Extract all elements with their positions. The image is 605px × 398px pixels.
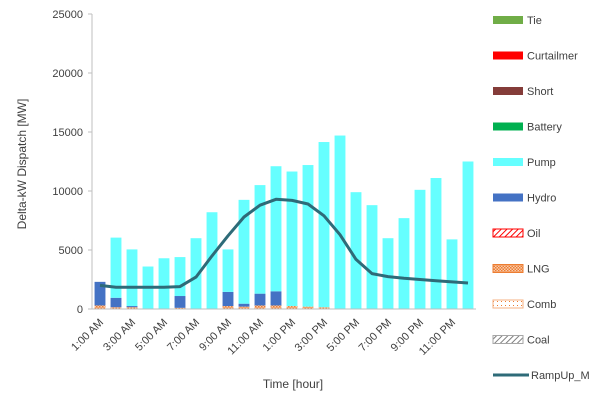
x-tick-label: 1:00 PM: [261, 317, 298, 354]
y-tick-label: 5000: [59, 245, 83, 257]
bar-pump: [302, 165, 314, 307]
bar-pump: [350, 192, 362, 309]
bar-pump: [110, 237, 122, 298]
legend-item: Pump: [493, 157, 556, 169]
bar-pump: [318, 142, 330, 308]
legend-item: RampUp_M: [493, 370, 590, 382]
bar-lng: [302, 306, 314, 309]
legend-swatch: [492, 264, 524, 273]
bar-pump: [286, 171, 298, 307]
bar-pump: [462, 161, 474, 309]
bar-pump: [270, 166, 282, 292]
legend-item: Short: [493, 86, 553, 98]
y-tick-label: 10000: [52, 186, 83, 198]
bar-lng: [94, 305, 106, 309]
bar-pump: [206, 212, 218, 309]
bar-pump: [334, 135, 346, 309]
bar-lng: [126, 307, 138, 309]
bar-pump: [174, 257, 186, 297]
bar-series: [94, 135, 474, 309]
bar-pump: [398, 218, 410, 309]
bar-hydro: [126, 306, 138, 308]
y-axis: [88, 13, 93, 310]
bar-pump: [238, 199, 250, 304]
bar-lng: [286, 306, 298, 309]
x-tick-label: 7:00 PM: [357, 317, 394, 354]
bar-hydro: [270, 291, 282, 306]
bar-pump: [366, 205, 378, 309]
bar-hydro: [222, 291, 234, 307]
legend-swatch: [493, 158, 523, 166]
bar-hydro: [94, 281, 106, 306]
bar-pump: [430, 178, 442, 309]
bar-lng: [222, 306, 234, 309]
y-tick-label: 25000: [52, 9, 83, 21]
bar-lng: [318, 307, 330, 309]
y-axis-title: Delta-kW Dispatch [MW]: [15, 99, 29, 230]
legend-item: Comb: [492, 299, 556, 311]
x-tick-label: 5:00 AM: [133, 317, 170, 354]
bar-pump: [414, 189, 426, 309]
bar-pump: [382, 238, 394, 309]
x-tick-label: 1:00 AM: [69, 317, 106, 354]
y-tick-label: 20000: [52, 68, 83, 80]
legend-label: Battery: [527, 122, 562, 134]
legend-label: LNG: [527, 264, 550, 276]
bar-pump: [446, 239, 458, 309]
x-axis-title: Time [hour]: [263, 377, 323, 391]
line-series: [99, 197, 469, 289]
legend-item: Oil: [492, 228, 540, 240]
legend-label: Oil: [527, 228, 540, 240]
bar-pump: [254, 185, 266, 294]
legend-label: Comb: [527, 299, 556, 311]
legend-swatch: [493, 122, 523, 131]
bar-hydro: [110, 297, 122, 308]
x-tick-label: 5:00 PM: [325, 317, 362, 354]
legend-item: Tie: [493, 15, 542, 27]
legend-swatch: [493, 193, 523, 202]
y-tick-label: 15000: [52, 127, 83, 139]
x-tick-label: 7:00 AM: [165, 317, 202, 354]
x-tick-labels: 1:00 AM3:00 AM5:00 AM7:00 AM9:00 AM11:00…: [69, 317, 458, 358]
bar-lng: [270, 305, 282, 309]
legend-item: LNG: [492, 264, 550, 276]
line-rampup-m: [99, 197, 469, 289]
legend-label: Tie: [527, 15, 542, 27]
bar-hydro: [238, 303, 250, 307]
legend-swatch: [492, 335, 524, 344]
legend-label: Short: [527, 86, 553, 98]
bar-hydro: [254, 293, 266, 306]
legend-item: Hydro: [493, 193, 556, 205]
bar-pump: [158, 258, 170, 309]
bar-pump: [222, 249, 234, 292]
legend: Tie Curtailmer Short Battery Pump Hydro Oil LNG…: [492, 15, 590, 382]
legend-label: Hydro: [527, 193, 556, 205]
legend-swatch: [493, 87, 523, 95]
legend-label: Pump: [527, 157, 556, 169]
y-tick-label: 0: [77, 304, 83, 316]
bar-lng: [174, 307, 186, 309]
legend-item: Battery: [493, 122, 562, 134]
bar-lng: [238, 306, 250, 309]
legend-label: Coal: [527, 335, 550, 347]
legend-label: Curtailmer: [527, 51, 578, 63]
y-tick-labels: 0 5000 10000 15000 20000 25000: [52, 9, 83, 316]
x-tick-label: 3:00 PM: [293, 317, 330, 354]
bar-lng: [110, 307, 122, 309]
legend-swatch: [493, 51, 523, 60]
legend-item: Curtailmer: [493, 51, 578, 63]
bar-lng: [254, 305, 266, 309]
bar-hydro: [174, 296, 186, 308]
x-tick-label: 3:00 AM: [101, 317, 138, 354]
legend-item: Coal: [492, 335, 550, 347]
bar-pump: [190, 238, 202, 309]
legend-swatch: [492, 299, 524, 309]
legend-swatch: [493, 16, 523, 24]
bar-pump: [126, 249, 138, 307]
legend-label: RampUp_M: [531, 370, 590, 382]
legend-swatch: [492, 228, 524, 238]
